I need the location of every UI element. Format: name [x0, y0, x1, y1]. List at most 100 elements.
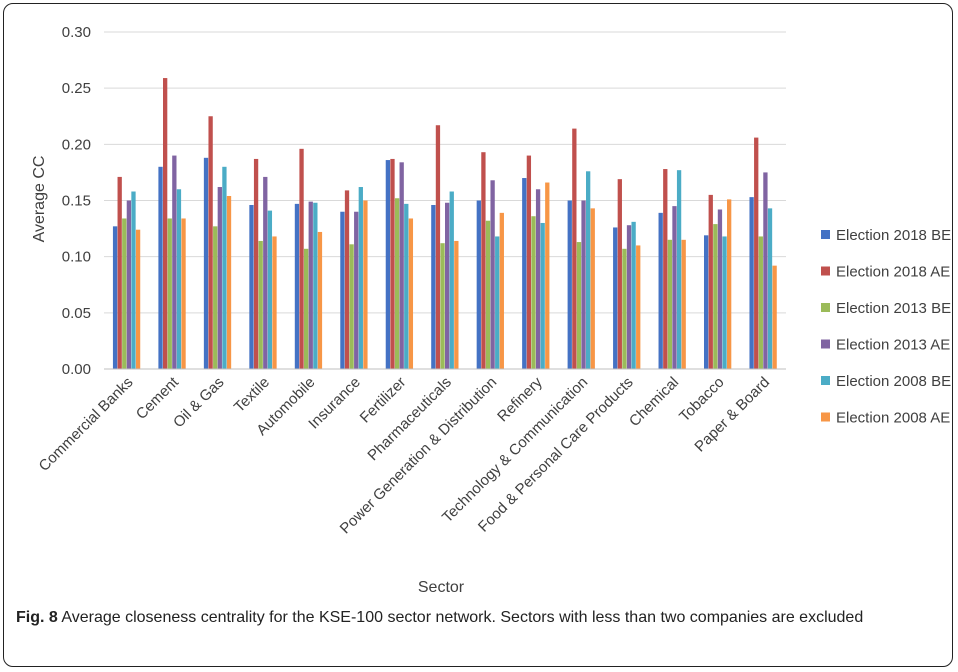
y-tick-label: 0.05	[62, 305, 91, 322]
bar	[431, 204, 436, 369]
bar	[317, 231, 323, 369]
bar	[176, 189, 182, 369]
figure-caption-text: Average closeness centrality for the KSE…	[61, 609, 864, 626]
bar	[249, 204, 254, 369]
bar	[390, 158, 395, 369]
y-tick-labels: 0.00 0.05 0.10 0.15 0.20 0.25 0.30	[62, 24, 91, 378]
y-axis-title: Average CC	[31, 156, 48, 243]
bar	[540, 222, 545, 369]
bar	[445, 202, 450, 369]
bar	[440, 243, 445, 369]
bar	[163, 78, 168, 369]
bar	[203, 157, 209, 369]
x-tick-label: Oil & Gas	[170, 374, 227, 431]
bar	[626, 225, 632, 369]
legend-swatch	[821, 303, 830, 312]
bar	[636, 245, 641, 369]
bar	[713, 224, 718, 369]
bar	[522, 178, 527, 369]
bar	[399, 162, 404, 369]
legend: Election 2018 BE Election 2018 AE Election…	[821, 227, 951, 427]
bar	[767, 208, 773, 369]
bar	[754, 137, 759, 369]
bar	[772, 265, 777, 369]
bar	[226, 196, 232, 369]
bar	[676, 170, 682, 369]
bar	[658, 212, 663, 369]
bar	[181, 218, 186, 369]
y-tick-label: 0.30	[62, 24, 91, 41]
bar	[253, 158, 259, 369]
bar	[499, 212, 504, 369]
bar	[567, 200, 572, 369]
x-tick-label: Chemical	[626, 374, 682, 430]
bar	[363, 200, 368, 369]
y-tick-label: 0.15	[62, 193, 91, 210]
bar	[531, 216, 536, 369]
bar	[590, 208, 595, 369]
bar	[495, 236, 500, 369]
bar	[727, 199, 732, 369]
bar	[485, 220, 491, 369]
bar	[294, 203, 300, 369]
bar	[622, 248, 627, 369]
bars	[112, 78, 777, 369]
bar	[663, 169, 668, 369]
bar	[708, 194, 713, 369]
legend-swatch	[821, 376, 830, 385]
figure-caption: Fig. 8 Average closeness centrality for …	[16, 607, 946, 629]
legend-swatch	[821, 412, 830, 422]
x-tick-label: Pharmaceuticals	[364, 374, 454, 464]
bar	[667, 239, 673, 369]
bar	[394, 198, 400, 369]
bar	[613, 227, 618, 369]
bar	[126, 200, 132, 369]
bar	[476, 200, 481, 369]
bar	[631, 221, 636, 369]
bar	[404, 203, 409, 369]
bar	[258, 240, 263, 369]
bar	[576, 242, 582, 369]
bar	[535, 189, 541, 369]
bar	[172, 155, 177, 369]
bar	[213, 226, 218, 369]
y-tick-label: 0.25	[62, 80, 91, 97]
bar	[717, 209, 723, 369]
bar	[222, 166, 227, 369]
bar	[340, 211, 345, 369]
bar	[299, 148, 304, 369]
bar	[122, 218, 127, 369]
bar	[526, 155, 532, 369]
bar	[313, 202, 318, 369]
bar	[449, 191, 454, 369]
bar	[581, 200, 586, 369]
bar	[354, 211, 359, 369]
legend-label: Election 2018 AE	[836, 264, 950, 281]
y-tick-label: 0.10	[62, 249, 91, 266]
legend-swatch	[821, 339, 830, 349]
bar	[135, 229, 141, 369]
bar	[681, 239, 686, 369]
bar	[117, 176, 122, 369]
legend-label: Election 2018 BE	[836, 227, 951, 244]
bar	[758, 236, 763, 369]
bar	[217, 187, 222, 369]
y-tick-label: 0.20	[62, 136, 91, 153]
bar	[408, 218, 414, 369]
bar	[349, 244, 354, 369]
x-axis-title: Sector	[418, 579, 465, 596]
bar-chart: 0.00 0.05 0.10 0.15 0.20 0.25 0.30 Commercial …	[31, 24, 951, 596]
bar	[167, 218, 172, 369]
figure-frame: 0.00 0.05 0.10 0.15 0.20 0.25 0.30 Commercial …	[3, 3, 953, 667]
bar	[454, 240, 459, 369]
legend-label: Election 2013 AE	[836, 337, 950, 354]
bar	[131, 191, 136, 369]
legend-label: Election 2008 BE	[836, 373, 951, 390]
bar	[385, 160, 391, 369]
legend-swatch	[821, 230, 830, 239]
bar	[308, 201, 313, 369]
bar	[586, 171, 591, 369]
x-tick-label: Textile	[231, 374, 273, 416]
figure-label: Fig. 8	[16, 609, 58, 626]
